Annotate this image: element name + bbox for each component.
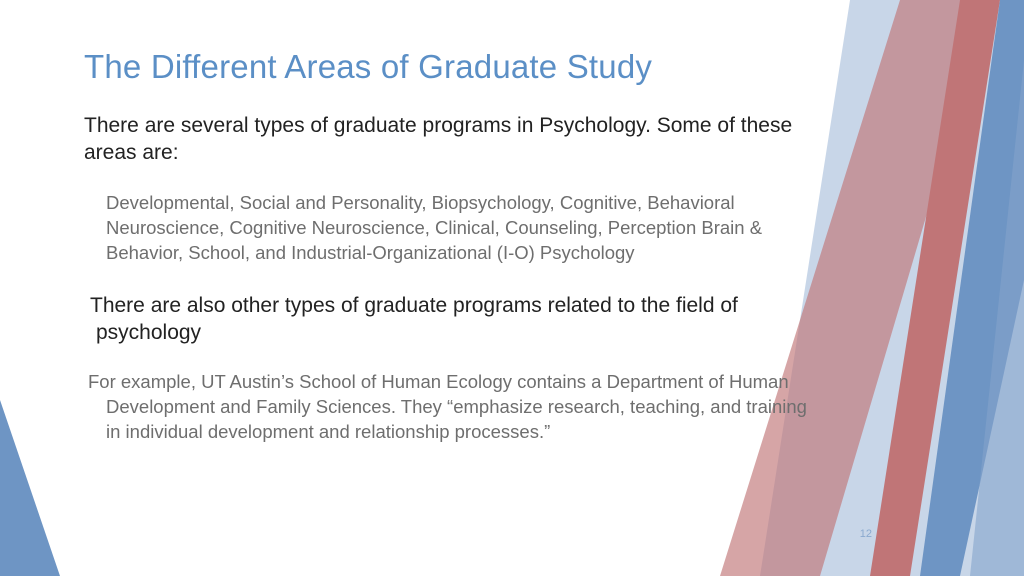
intro-paragraph: There are several types of graduate prog… xyxy=(84,112,834,167)
slide-content: The Different Areas of Graduate Study Th… xyxy=(0,0,1024,445)
example-paragraph: For example, UT Austin’s School of Human… xyxy=(88,370,834,445)
areas-list: Developmental, Social and Personality, B… xyxy=(84,191,834,266)
also-paragraph: There are also other types of graduate p… xyxy=(90,292,834,347)
page-number: 12 xyxy=(860,528,872,540)
slide-title: The Different Areas of Graduate Study xyxy=(84,48,834,86)
